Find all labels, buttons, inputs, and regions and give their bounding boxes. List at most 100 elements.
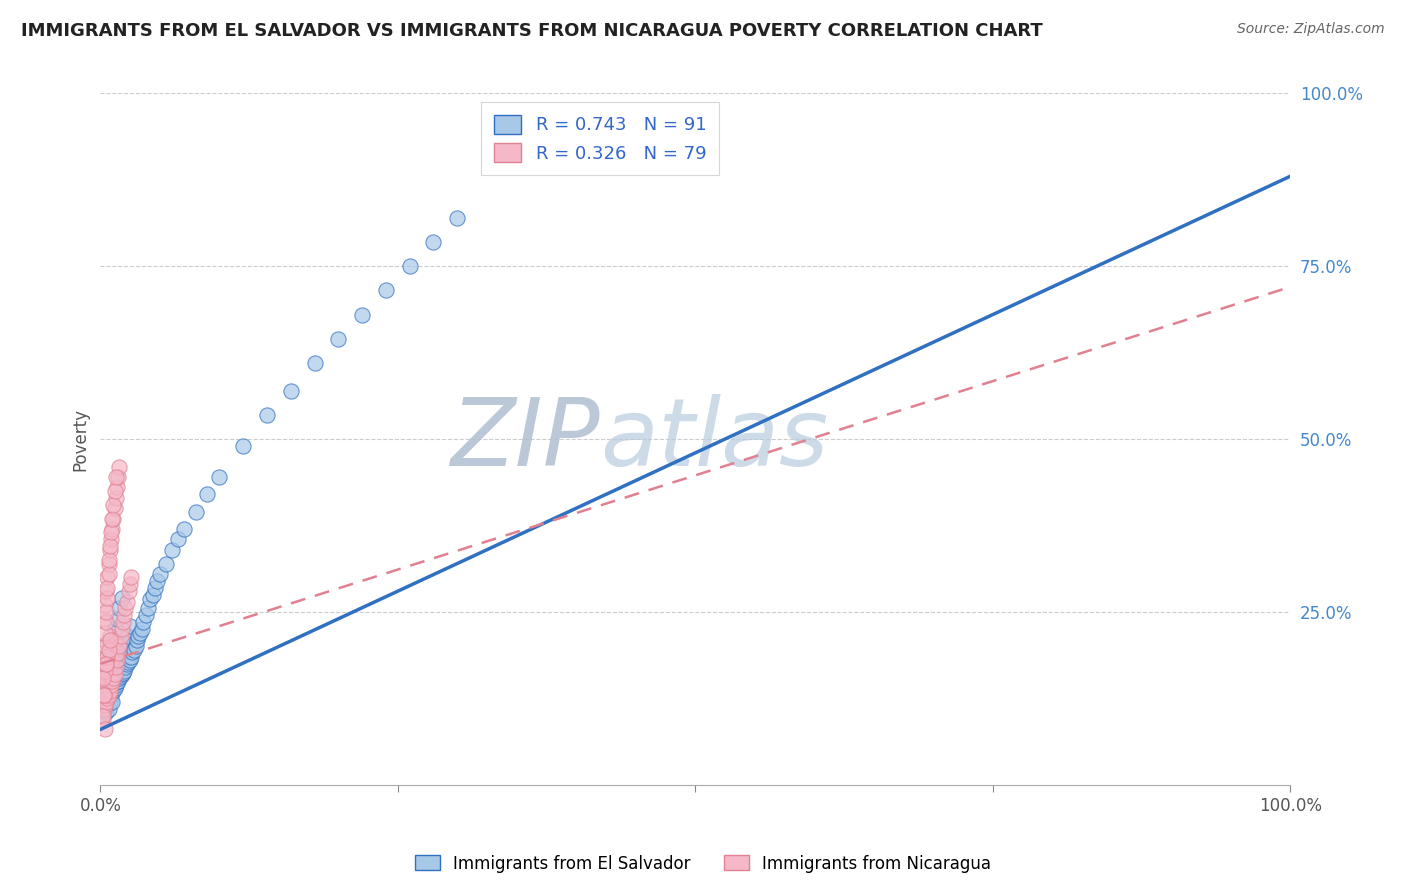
Point bbox=[98, 677, 121, 691]
Text: Source: ZipAtlas.com: Source: ZipAtlas.com bbox=[1237, 22, 1385, 37]
Point bbox=[101, 674, 124, 689]
Point bbox=[136, 601, 159, 615]
Point bbox=[105, 612, 128, 626]
Point bbox=[105, 480, 128, 494]
Point bbox=[104, 660, 127, 674]
Point bbox=[96, 695, 118, 709]
Point bbox=[96, 649, 118, 664]
Point bbox=[108, 671, 131, 685]
Point bbox=[96, 671, 118, 685]
Point bbox=[107, 674, 129, 689]
Point bbox=[132, 615, 155, 630]
Point bbox=[143, 581, 166, 595]
Point bbox=[94, 723, 117, 737]
Point bbox=[90, 698, 112, 713]
Point bbox=[112, 608, 135, 623]
Point bbox=[93, 688, 115, 702]
Point bbox=[97, 566, 120, 581]
Point bbox=[142, 588, 165, 602]
Point bbox=[105, 675, 128, 690]
Point bbox=[96, 657, 118, 671]
Point bbox=[94, 702, 117, 716]
Point bbox=[94, 640, 117, 654]
Y-axis label: Poverty: Poverty bbox=[72, 408, 89, 471]
Point bbox=[94, 625, 117, 640]
Point bbox=[96, 671, 118, 685]
Point bbox=[115, 629, 138, 643]
Point bbox=[122, 643, 145, 657]
Point bbox=[105, 653, 128, 667]
Point bbox=[96, 570, 118, 584]
Point bbox=[146, 574, 169, 588]
Point bbox=[104, 470, 127, 484]
Point bbox=[107, 646, 129, 660]
Point bbox=[100, 688, 122, 702]
Point bbox=[104, 660, 127, 674]
Point bbox=[184, 505, 207, 519]
Point bbox=[446, 211, 468, 225]
Point bbox=[90, 695, 112, 709]
Point bbox=[97, 660, 120, 674]
Point bbox=[96, 691, 118, 706]
Point bbox=[94, 649, 117, 664]
Point bbox=[98, 542, 121, 557]
Point bbox=[103, 664, 125, 678]
Point bbox=[107, 470, 129, 484]
Point bbox=[96, 584, 118, 599]
Point bbox=[135, 608, 157, 623]
Point bbox=[93, 677, 115, 691]
Point bbox=[280, 384, 302, 398]
Point bbox=[100, 649, 122, 664]
Point bbox=[139, 592, 162, 607]
Point bbox=[101, 653, 124, 667]
Point bbox=[100, 525, 122, 540]
Point bbox=[103, 684, 125, 698]
Point bbox=[98, 632, 121, 647]
Point bbox=[114, 660, 136, 674]
Point bbox=[120, 570, 142, 584]
Point bbox=[96, 640, 118, 654]
Point bbox=[94, 698, 117, 713]
Point bbox=[118, 649, 141, 664]
Point bbox=[128, 625, 150, 640]
Point bbox=[120, 618, 142, 632]
Point bbox=[111, 667, 134, 681]
Point bbox=[149, 566, 172, 581]
Point bbox=[110, 668, 132, 682]
Point bbox=[96, 581, 118, 595]
Point bbox=[93, 612, 115, 626]
Point bbox=[352, 308, 374, 322]
Point bbox=[104, 681, 127, 695]
Point bbox=[97, 664, 120, 678]
Point bbox=[101, 511, 124, 525]
Point bbox=[108, 459, 131, 474]
Point bbox=[110, 629, 132, 643]
Point bbox=[117, 655, 139, 669]
Point bbox=[103, 636, 125, 650]
Point bbox=[96, 657, 118, 671]
Point bbox=[111, 615, 134, 630]
Point bbox=[93, 657, 115, 671]
Point bbox=[110, 643, 132, 657]
Point bbox=[125, 640, 148, 654]
Point bbox=[97, 557, 120, 571]
Point bbox=[166, 533, 188, 547]
Point bbox=[104, 667, 127, 681]
Point bbox=[96, 591, 118, 605]
Point bbox=[256, 408, 278, 422]
Point bbox=[120, 649, 142, 664]
Point bbox=[98, 657, 121, 671]
Point bbox=[111, 622, 134, 636]
Point bbox=[114, 601, 136, 615]
Point bbox=[131, 622, 153, 636]
Point bbox=[93, 674, 115, 689]
Point bbox=[96, 605, 118, 619]
Point bbox=[101, 632, 124, 647]
Point bbox=[101, 522, 124, 536]
Point bbox=[96, 615, 118, 630]
Point bbox=[96, 636, 118, 650]
Point bbox=[121, 645, 143, 659]
Point bbox=[108, 646, 131, 660]
Point bbox=[112, 636, 135, 650]
Point bbox=[101, 674, 124, 689]
